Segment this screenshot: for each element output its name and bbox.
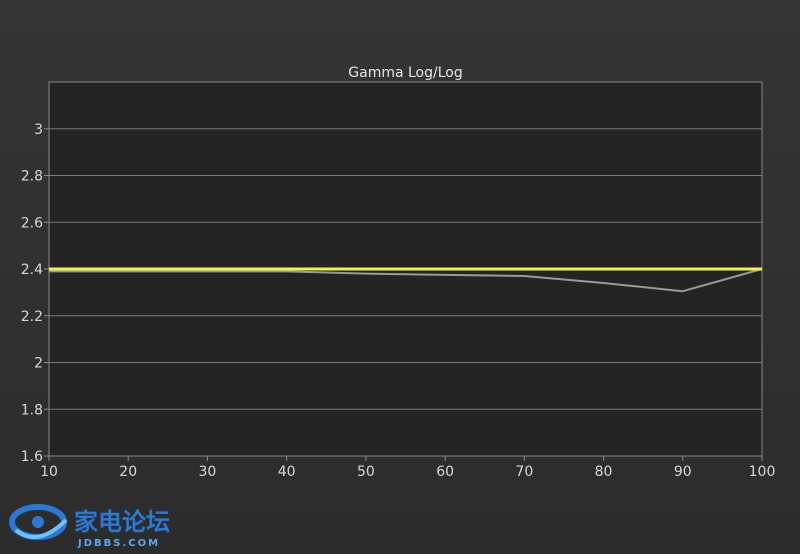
x-tick-label: 30 [199, 464, 217, 480]
watermark-logo: 家电论坛 JDBBS.COM [9, 504, 170, 549]
y-tick-label: 1.8 [21, 402, 43, 418]
y-tick-label: 2.6 [21, 215, 43, 231]
x-tick-label: 90 [674, 464, 692, 480]
y-tick-label: 1.6 [21, 449, 43, 465]
y-tick-label: 2.2 [21, 309, 43, 325]
x-tick-label: 20 [119, 464, 137, 480]
watermark-site: JDBBS.COM [77, 538, 160, 549]
x-tick-label: 40 [278, 464, 296, 480]
chart-title: Gamma Log/Log [348, 65, 462, 81]
x-tick-label: 100 [749, 464, 776, 480]
watermark-logo-text: 家电论坛 [74, 508, 170, 536]
x-tick-label: 80 [595, 464, 613, 480]
series-line-measured [49, 268, 763, 293]
x-tick-label: 60 [436, 464, 454, 480]
x-tick-label: 10 [40, 464, 58, 480]
y-tick-label: 2 [34, 356, 43, 372]
swirl-logo-icon [9, 504, 68, 540]
y-tick-label: 2.8 [21, 169, 43, 185]
y-tick-label: 3 [34, 122, 43, 138]
y-tick-label: 2.4 [21, 262, 43, 278]
x-tick-label: 70 [515, 464, 533, 480]
x-tick-label: 50 [357, 464, 375, 480]
